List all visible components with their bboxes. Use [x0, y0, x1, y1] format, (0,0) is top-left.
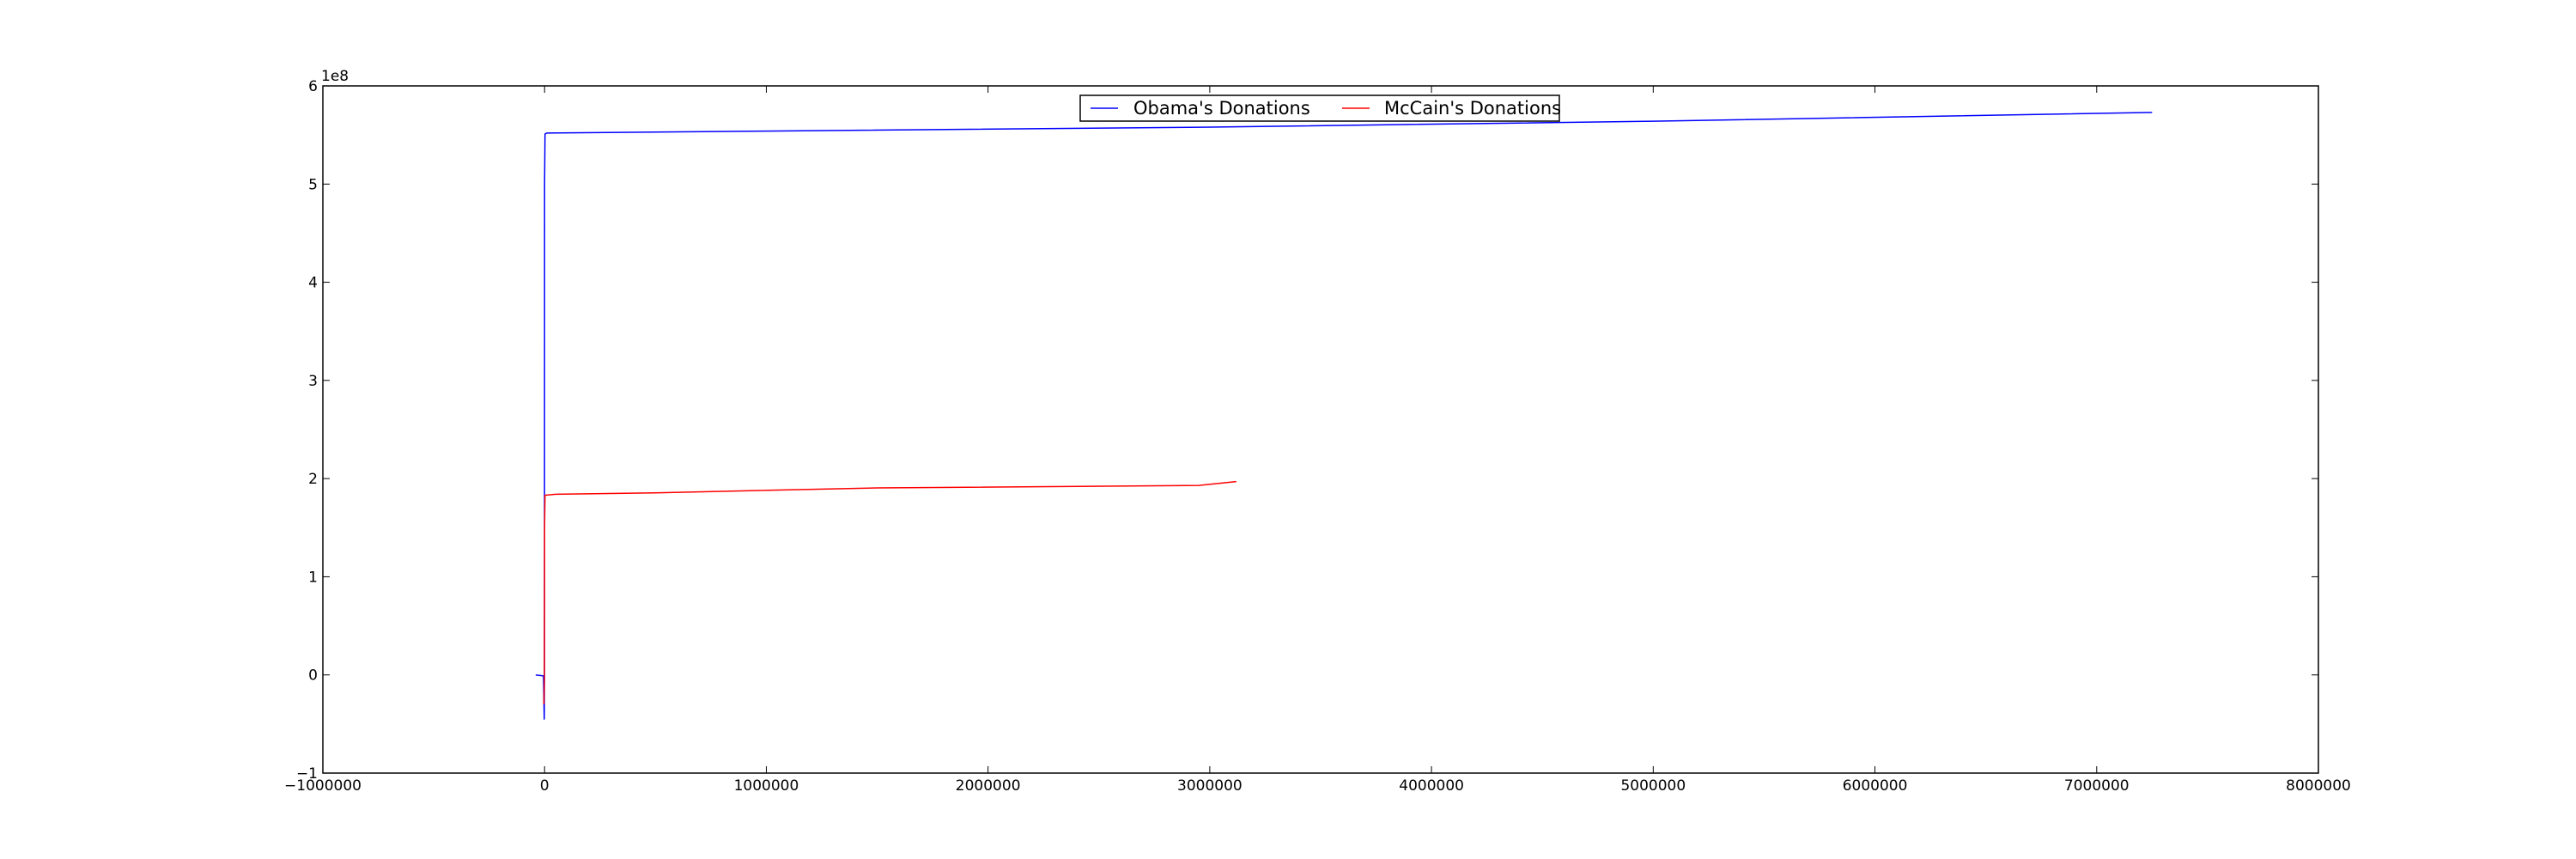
x-tick-label: 4000000: [1399, 777, 1464, 795]
x-tick-label: −1000000: [284, 777, 361, 795]
legend: Obama's Donations McCain's Donations: [1079, 94, 1561, 122]
y-tick-label: 3: [308, 373, 318, 390]
y-tick-label: 4: [308, 275, 318, 292]
y-tick-label: −1: [296, 765, 318, 783]
series-line-0: [535, 112, 2153, 720]
plot-area-frame: [322, 85, 2319, 774]
y-tick-label: 2: [308, 471, 318, 488]
y-offset-label: 1e8: [321, 68, 349, 85]
x-tick-label: 2000000: [956, 777, 1021, 795]
legend-label-obama: Obama's Donations: [1133, 98, 1310, 119]
x-tick-label: 1000000: [734, 777, 799, 795]
legend-label-mccain: McCain's Donations: [1384, 98, 1561, 119]
y-tick-label: 6: [308, 78, 318, 95]
x-tick-label: 8000000: [2286, 777, 2351, 795]
x-tick-label: 0: [540, 777, 550, 795]
y-tick-label: 1: [308, 569, 318, 586]
y-tick-label: 5: [308, 176, 318, 193]
legend-frame: [1079, 94, 1560, 122]
y-tick-label: 0: [308, 667, 318, 685]
x-tick-label: 5000000: [1620, 777, 1686, 795]
series-line-1: [543, 480, 1236, 705]
x-tick-label: 3000000: [1177, 777, 1242, 795]
x-tick-label: 6000000: [1843, 777, 1908, 795]
x-tick-label: 7000000: [2064, 777, 2129, 795]
